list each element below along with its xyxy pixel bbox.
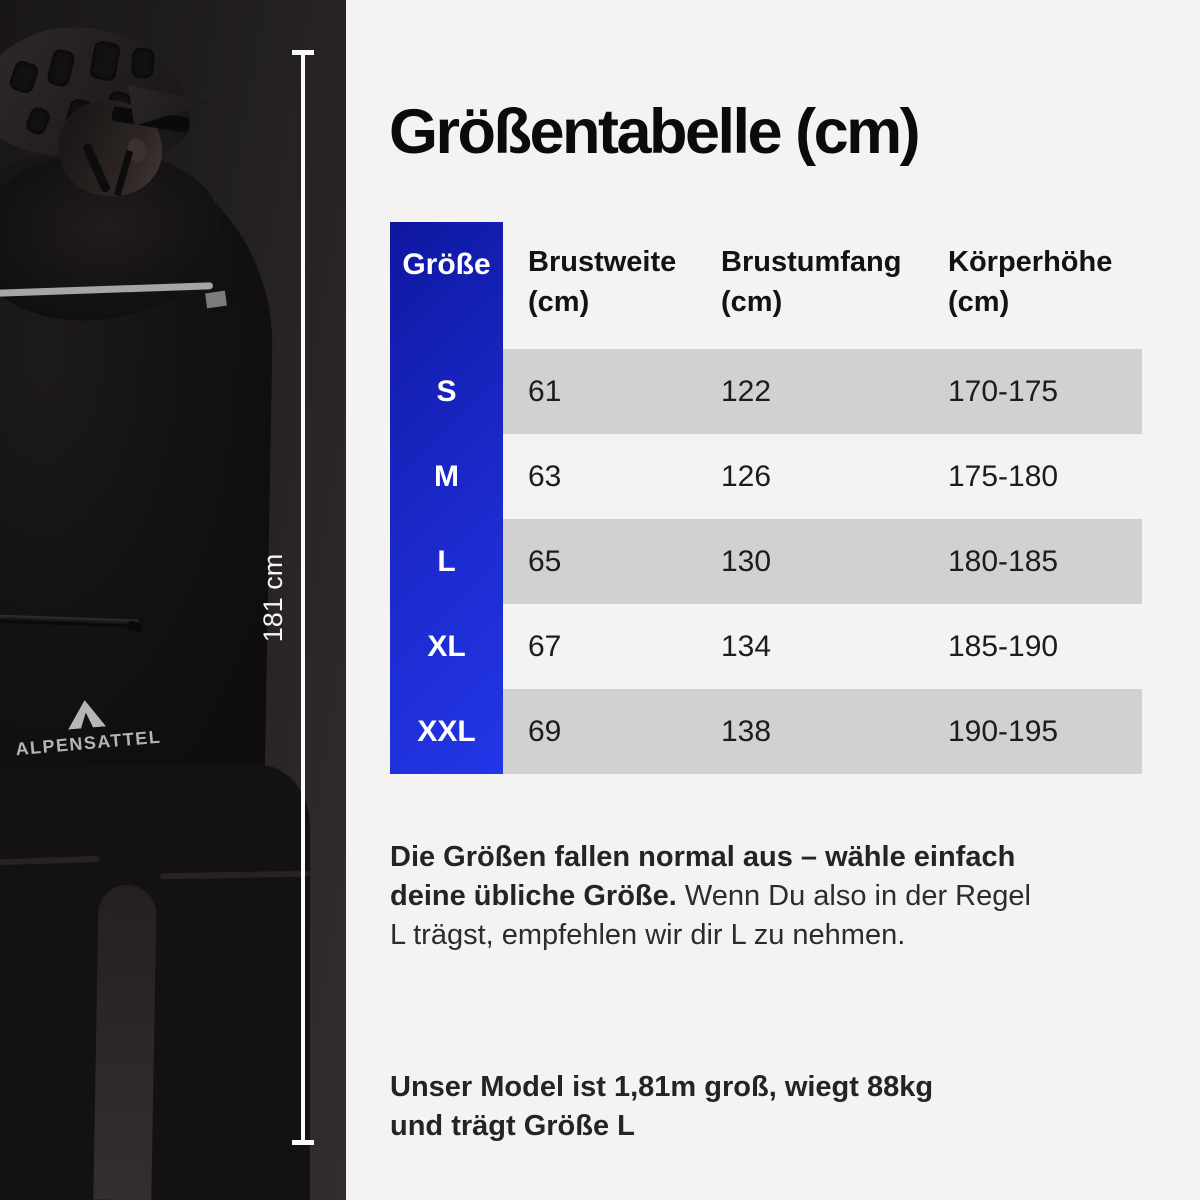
column-label: Brustumfang: [721, 246, 902, 278]
column-unit: (cm): [948, 286, 1010, 318]
cell-brustweite: 65: [528, 544, 562, 578]
size-label-m: M: [434, 459, 459, 493]
size-column-background: [390, 222, 503, 774]
column-header-brustweite: Brustweite (cm): [503, 222, 696, 349]
column-header-brustumfang: Brustumfang (cm): [696, 222, 922, 349]
sizing-note-bold: Die Größen fallen normal aus – wähle ein…: [390, 841, 1016, 912]
size-label-xxl: XXL: [417, 714, 476, 748]
column-unit: (cm): [528, 286, 590, 318]
size-label-s: S: [436, 374, 457, 408]
cell-koerperhoehe: 170-175: [948, 374, 1059, 408]
cell-brustumfang: 134: [721, 629, 772, 663]
column-unit: (cm): [721, 286, 783, 318]
table-row: 65 130 180-185: [503, 519, 1142, 604]
cell-koerperhoehe: 190-195: [948, 714, 1059, 748]
table-row: 61 122 170-175: [503, 349, 1142, 434]
cell-koerperhoehe: 185-190: [948, 629, 1059, 663]
sizing-note-regular: Wenn Du also in der Regel L trägst, empf…: [390, 880, 1031, 951]
cell-brustumfang: 138: [721, 714, 772, 748]
size-column-header: Größe: [402, 248, 491, 281]
mountain-logo-icon: [66, 698, 106, 729]
height-annotation: 181 cm: [257, 553, 288, 643]
size-labels: S M L XL XXL: [390, 349, 503, 774]
cell-brustumfang: 126: [721, 459, 772, 493]
sizing-note: Die Größen fallen normal aus – wähle ein…: [390, 838, 1052, 955]
column-label: Brustweite: [528, 246, 677, 278]
table-header-row: Brustweite (cm) Brustumfang (cm) Körperh…: [503, 222, 1142, 349]
measure-cap-bottom: [292, 1140, 314, 1145]
cell-brustweite: 63: [528, 459, 562, 493]
helmet-vent: [130, 47, 156, 79]
cell-brustweite: 67: [528, 629, 562, 663]
measure-cap-top: [292, 50, 314, 55]
cell-koerperhoehe: 175-180: [948, 459, 1059, 493]
cell-brustumfang: 122: [721, 374, 772, 408]
column-header-koerperhoehe: Körperhöhe (cm): [922, 222, 1142, 349]
cell-brustweite: 61: [528, 374, 562, 408]
table-row: 63 126 175-180: [503, 434, 1142, 519]
page-title: Größentabelle (cm): [389, 97, 921, 167]
size-table: Größe Brustweite (cm) Brustumfang (cm) K…: [390, 222, 1142, 774]
column-label: Körperhöhe: [948, 246, 1113, 278]
size-label-xl: XL: [427, 629, 466, 663]
legs-gap-shadow: [93, 884, 157, 1200]
table-body: 61 122 170-175 63 126 175-180 65 130 180…: [503, 349, 1142, 774]
cell-brustumfang: 130: [721, 544, 772, 578]
table-row: 67 134 185-190: [503, 604, 1142, 689]
cell-brustweite: 69: [528, 714, 562, 748]
cell-koerperhoehe: 180-185: [948, 544, 1059, 578]
table-row: 69 138 190-195: [503, 689, 1142, 774]
model-info-note: Unser Model ist 1,81m groß, wiegt 88kg u…: [390, 1071, 934, 1142]
model-photo: ALPENSATTEL 181 cm: [0, 0, 346, 1200]
size-label-l: L: [437, 544, 456, 578]
height-measure-line: [301, 55, 305, 1140]
reflective-stripe-tag: [205, 290, 227, 309]
